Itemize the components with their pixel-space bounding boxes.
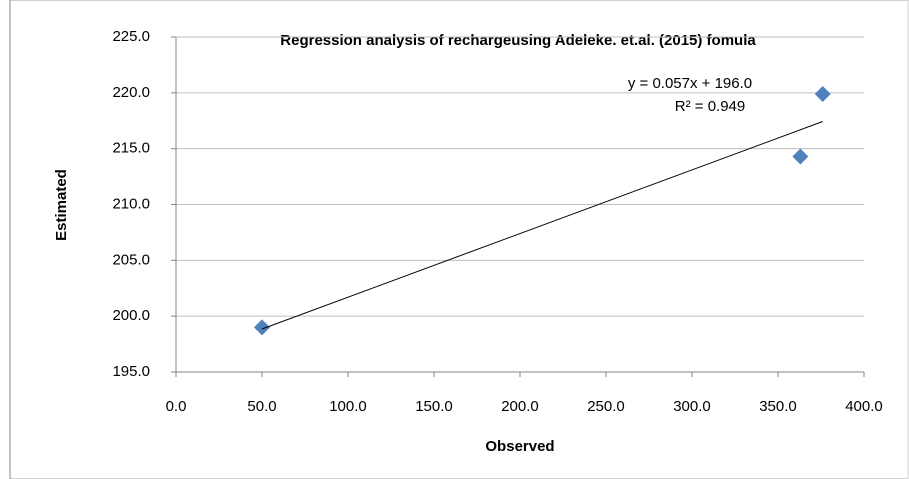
x-tick-label: 0.0 [166, 398, 187, 415]
x-tick-label: 400.0 [845, 398, 883, 415]
y-axis-label: Estimated [53, 169, 70, 241]
trendline-equation: y = 0.057x + 196.0 [628, 75, 752, 92]
chart-title: Regression analysis of rechargeusing Ade… [280, 32, 756, 49]
point [254, 319, 270, 336]
point [814, 85, 831, 102]
x-tick-label: 100.0 [329, 398, 367, 415]
y-tick-label: 195.0 [112, 363, 150, 380]
y-tick-label: 200.0 [112, 307, 150, 324]
y-tick-label: 215.0 [112, 140, 150, 157]
point [792, 148, 809, 165]
y-tick-label: 220.0 [112, 84, 150, 101]
x-tick-label: 250.0 [587, 398, 625, 415]
y-tick-label: 225.0 [112, 28, 150, 45]
x-tick-label: 150.0 [415, 398, 453, 415]
x-tick-label: 300.0 [673, 398, 711, 415]
y-tick-label: 205.0 [112, 251, 150, 268]
x-tick-label: 350.0 [759, 398, 797, 415]
y-tick-label: 210.0 [112, 195, 150, 212]
chart-frame [9, 0, 909, 479]
x-tick-label: 200.0 [501, 398, 539, 415]
trendline-r-squared: R² = 0.949 [675, 98, 745, 115]
x-tick-label: 50.0 [247, 398, 276, 415]
trendline [261, 121, 823, 330]
x-axis-label: Observed [485, 438, 554, 455]
